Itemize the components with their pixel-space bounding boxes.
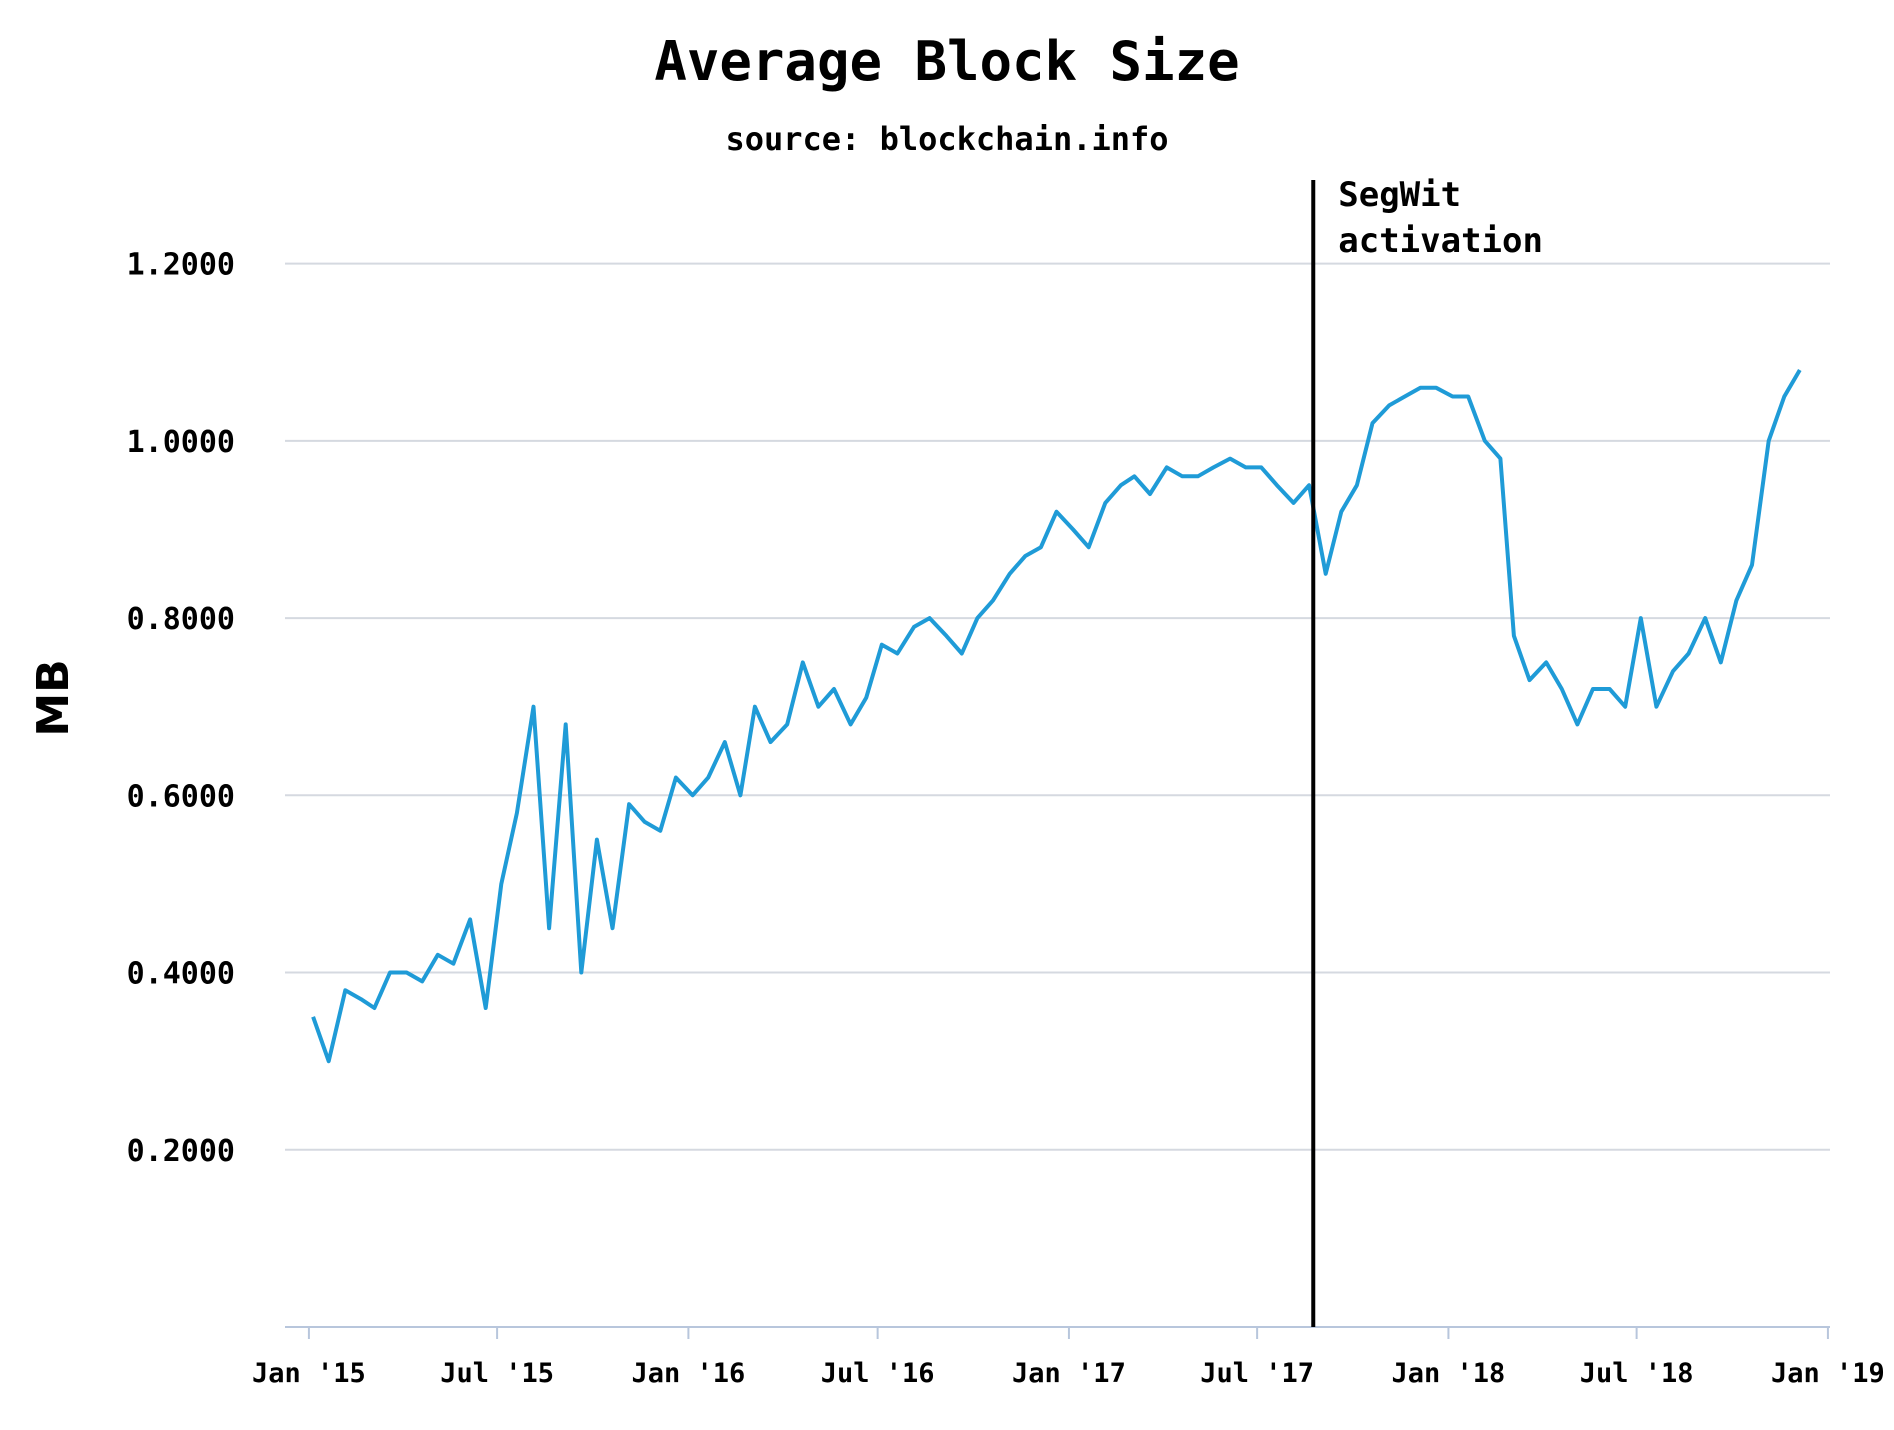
- x-tick-label-3: Jul '16: [821, 1358, 935, 1389]
- y-tick-label-0: 0.2000: [127, 1134, 235, 1169]
- x-tick-label-6: Jan '18: [1392, 1358, 1506, 1389]
- x-tick-label-4: Jan '17: [1012, 1358, 1126, 1389]
- y-tick-label-1: 0.4000: [127, 957, 235, 992]
- series-line: [311, 368, 1802, 1064]
- y-tick-label-4: 1.0000: [127, 425, 235, 460]
- x-ticks: Jan '15 Jul '15 Jan '16 Jul '16 Jan '17 Jul '…: [252, 1327, 1885, 1389]
- y-tick-label-3: 0.8000: [127, 602, 235, 637]
- annotation-activation: activation: [1338, 221, 1543, 261]
- chart-title: Average Block Size: [654, 30, 1239, 93]
- x-tick-label-1: Jul '15: [440, 1358, 554, 1389]
- y-axis-label: MB: [28, 659, 79, 736]
- x-tick-label-7: Jul '18: [1580, 1358, 1694, 1389]
- y-tick-label-2: 0.6000: [127, 779, 235, 814]
- y-tick-label-5: 1.2000: [127, 248, 235, 283]
- chart-subtitle: source: blockchain.info: [725, 120, 1168, 158]
- annotation-segwit: SegWit: [1338, 175, 1461, 215]
- x-tick-label-5: Jul '17: [1200, 1358, 1314, 1389]
- x-tick-label-8: Jan '19: [1771, 1358, 1885, 1389]
- gridlines: [285, 262, 1830, 1151]
- y-tick-labels: 0.2000 0.4000 0.6000 0.8000 1.0000 1.2000: [127, 248, 235, 1169]
- x-tick-label-0: Jan '15: [252, 1358, 366, 1389]
- x-tick-label-2: Jan '16: [632, 1358, 746, 1389]
